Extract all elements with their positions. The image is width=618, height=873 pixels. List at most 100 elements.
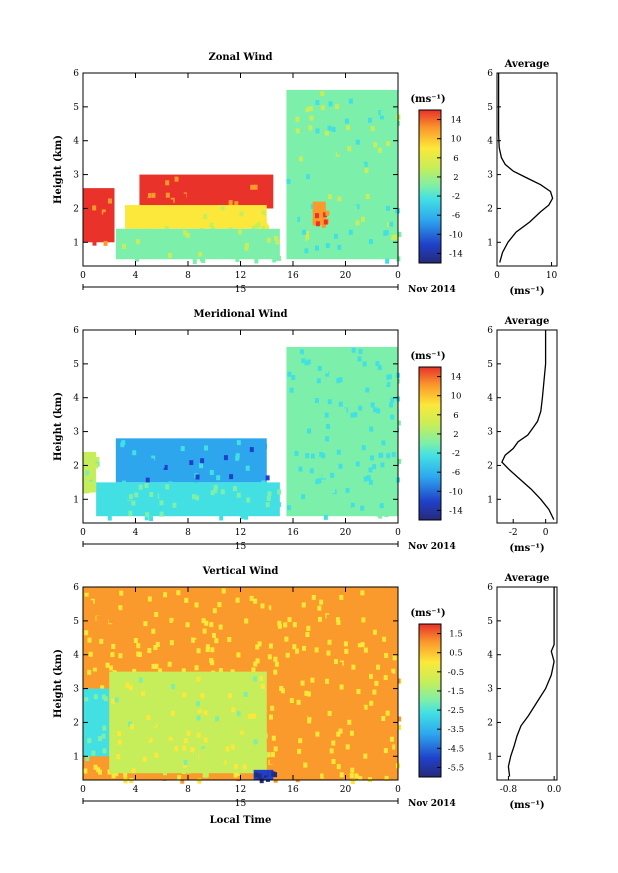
heatmap-cell [330, 507, 335, 513]
heatmap-cell [253, 676, 258, 682]
heatmap-cell [120, 765, 125, 771]
heatmap-cell [213, 439, 218, 445]
heatmap-cell [261, 694, 266, 700]
heatmap-cell [235, 645, 240, 651]
heatmap-cell [384, 133, 389, 139]
colorbar-tick-label: 14 [451, 116, 462, 126]
heatmap-cell [334, 594, 339, 600]
heatmap-cell [245, 465, 250, 471]
heatmap-cell [144, 483, 149, 489]
heatmap-cell [353, 205, 358, 211]
heatmap-cell [205, 768, 210, 774]
heatmap-cell [308, 198, 313, 204]
heatmap-cell [361, 445, 366, 451]
y-tick-label: 6 [73, 326, 79, 336]
heatmap-cell [225, 746, 230, 752]
y-tick-label: 2 [73, 204, 79, 214]
heatmap-cell [353, 644, 358, 650]
heatmap-region [83, 451, 97, 493]
colorbar-tick-label: 10 [451, 392, 462, 402]
heatmap-cell [352, 671, 357, 677]
heatmap-cell [190, 443, 195, 449]
heatmap-cell [118, 653, 123, 659]
heatmap-cell [280, 688, 285, 694]
heatmap-cell [226, 751, 231, 757]
heatmap-cell [372, 464, 377, 470]
heatmap-cell [350, 767, 355, 773]
heatmap-cell [237, 667, 242, 673]
heatmap-cell [283, 622, 288, 628]
heatmap-cell [321, 171, 326, 177]
heatmap-cell [243, 725, 248, 731]
heatmap-cell [327, 710, 332, 716]
heatmap-cell [297, 216, 302, 222]
heatmap-cell [333, 233, 338, 239]
heatmap-cell [128, 510, 133, 516]
y-tick-label: 1 [73, 238, 79, 248]
heatmap-cell [87, 645, 92, 651]
heatmap-cell [388, 168, 393, 174]
heatmap-cell [383, 675, 388, 681]
heatmap-cell [213, 488, 218, 494]
heatmap-cell [172, 476, 177, 482]
heatmap-cell [129, 778, 134, 784]
heatmap-cell [253, 739, 258, 745]
heatmap-cell [326, 112, 331, 118]
heatmap-cell [177, 683, 182, 689]
heatmap-cell [144, 242, 149, 248]
heatmap-cell [218, 668, 223, 674]
heatmap-cell [327, 199, 332, 205]
heatmap-cell [288, 351, 293, 357]
heatmap-cell [125, 682, 130, 688]
heatmap-cell [170, 710, 175, 716]
heatmap-cell [294, 120, 299, 126]
heatmap-cell [382, 636, 387, 642]
heatmap-cell [386, 374, 391, 380]
heatmap-cell [345, 487, 350, 493]
colorbar-tick-label: -6 [452, 468, 460, 478]
heatmap-cell [164, 225, 169, 231]
heatmap-cell [339, 772, 344, 778]
heatmap-cell [389, 427, 394, 433]
heatmap-cell [203, 758, 208, 764]
heatmap-cell [322, 706, 327, 712]
heatmap-cell [167, 450, 172, 456]
heatmap-cell [117, 731, 122, 737]
heatmap-cell [127, 671, 132, 677]
heatmap-cell [154, 611, 159, 617]
heatmap-cell [383, 460, 388, 466]
heatmap-cell [195, 495, 200, 501]
heatmap-cell [356, 120, 361, 126]
heatmap-cell [144, 515, 149, 521]
heatmap-cell [332, 96, 337, 102]
heatmap-cell [341, 195, 346, 201]
heatmap-cell [318, 357, 323, 363]
heatmap-cell [323, 514, 328, 520]
heatmap-cell [345, 131, 350, 137]
heatmap-cell [351, 664, 356, 670]
heatmap-cell [222, 195, 227, 201]
heatmap-cell [335, 353, 340, 359]
heatmap-cell [273, 656, 278, 662]
heatmap-cell [168, 703, 173, 709]
x-tick-label: 8 [185, 785, 191, 795]
heatmap-cell [375, 152, 380, 158]
heatmap-cell [302, 103, 307, 109]
date-label: 15 [235, 542, 247, 552]
heatmap-cell [393, 722, 398, 728]
heatmap-cell [108, 650, 113, 656]
heatmap-cell [236, 440, 241, 446]
heatmap-cell [301, 502, 306, 508]
heatmap-cell [210, 647, 215, 653]
heatmap-cell [239, 730, 244, 736]
heatmap-cell [387, 112, 392, 118]
heatmap-cell [323, 212, 328, 218]
heatmap-cell [344, 243, 349, 249]
heatmap-cell [265, 475, 270, 481]
heatmap-cell [356, 638, 361, 644]
heatmap-cell [330, 390, 335, 396]
heatmap-cell [141, 587, 146, 593]
heatmap-cell [346, 713, 351, 719]
y-tick-label: 6 [73, 69, 79, 79]
heatmap-cell [237, 631, 242, 637]
